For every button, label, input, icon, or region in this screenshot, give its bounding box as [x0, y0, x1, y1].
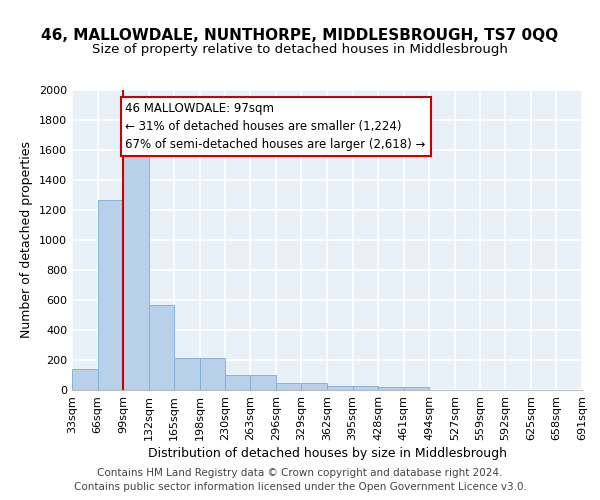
Bar — [123, 155, 149, 390]
Bar — [175, 358, 200, 390]
Text: Contains HM Land Registry data © Crown copyright and database right 2024.
Contai: Contains HM Land Registry data © Crown c… — [74, 468, 526, 492]
Bar — [301, 382, 327, 390]
Text: Size of property relative to detached houses in Middlesbrough: Size of property relative to detached ho… — [92, 42, 508, 56]
Bar — [149, 304, 175, 390]
Text: 46 MALLOWDALE: 97sqm
← 31% of detached houses are smaller (1,224)
67% of semi-de: 46 MALLOWDALE: 97sqm ← 31% of detached h… — [125, 102, 426, 151]
Bar — [72, 369, 98, 390]
Text: 46, MALLOWDALE, NUNTHORPE, MIDDLESBROUGH, TS7 0QQ: 46, MALLOWDALE, NUNTHORPE, MIDDLESBROUGH… — [41, 28, 559, 42]
Bar — [250, 375, 276, 390]
Bar — [378, 387, 404, 390]
Bar — [327, 386, 353, 390]
Bar — [353, 386, 378, 390]
Bar — [404, 387, 430, 390]
Bar — [224, 375, 250, 390]
Y-axis label: Number of detached properties: Number of detached properties — [20, 142, 34, 338]
Bar — [276, 382, 301, 390]
Bar — [200, 358, 224, 390]
Bar — [98, 200, 123, 390]
X-axis label: Distribution of detached houses by size in Middlesbrough: Distribution of detached houses by size … — [148, 447, 506, 460]
